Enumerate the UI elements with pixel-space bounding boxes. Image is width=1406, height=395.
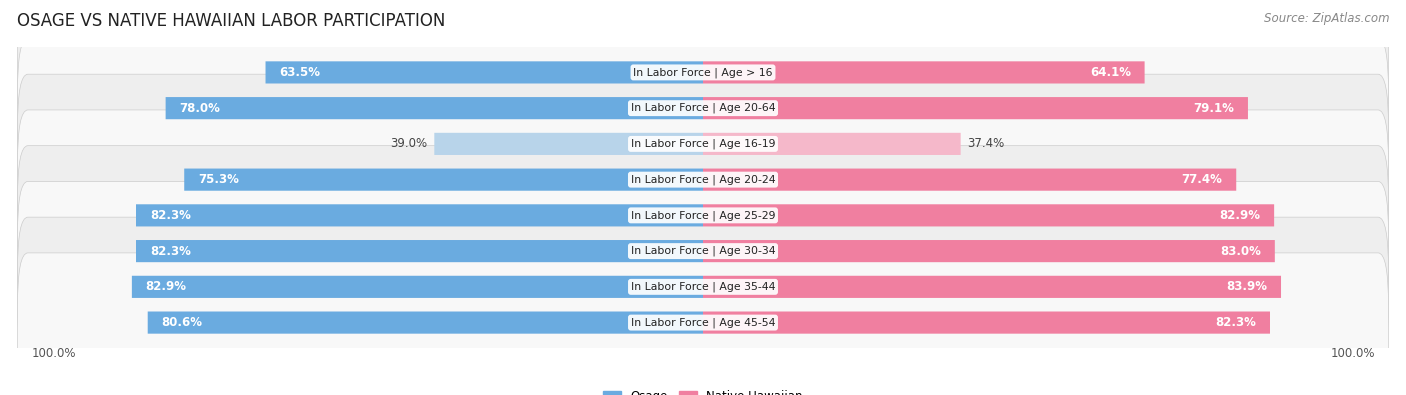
Text: 100.0%: 100.0% — [1330, 347, 1375, 360]
Text: In Labor Force | Age 16-19: In Labor Force | Age 16-19 — [631, 139, 775, 149]
FancyBboxPatch shape — [703, 169, 1236, 191]
FancyBboxPatch shape — [703, 204, 1274, 226]
Text: 64.1%: 64.1% — [1090, 66, 1130, 79]
Text: 83.0%: 83.0% — [1220, 245, 1261, 258]
FancyBboxPatch shape — [703, 276, 1281, 298]
Text: 82.3%: 82.3% — [150, 245, 191, 258]
Text: In Labor Force | Age 35-44: In Labor Force | Age 35-44 — [631, 282, 775, 292]
Text: In Labor Force | Age > 16: In Labor Force | Age > 16 — [633, 67, 773, 78]
Text: 100.0%: 100.0% — [31, 347, 76, 360]
FancyBboxPatch shape — [17, 38, 1389, 180]
FancyBboxPatch shape — [703, 133, 960, 155]
FancyBboxPatch shape — [703, 97, 1249, 119]
Text: In Labor Force | Age 20-64: In Labor Force | Age 20-64 — [631, 103, 775, 113]
FancyBboxPatch shape — [166, 97, 703, 119]
Text: 82.3%: 82.3% — [1215, 316, 1256, 329]
FancyBboxPatch shape — [17, 253, 1389, 394]
Legend: Osage, Native Hawaiian: Osage, Native Hawaiian — [599, 385, 807, 395]
Text: 63.5%: 63.5% — [280, 66, 321, 79]
Text: 78.0%: 78.0% — [180, 102, 221, 115]
Text: 75.3%: 75.3% — [198, 173, 239, 186]
Text: 82.9%: 82.9% — [146, 280, 187, 293]
FancyBboxPatch shape — [17, 74, 1389, 215]
Text: In Labor Force | Age 25-29: In Labor Force | Age 25-29 — [631, 210, 775, 221]
Text: 37.4%: 37.4% — [967, 137, 1005, 150]
FancyBboxPatch shape — [132, 276, 703, 298]
Text: 79.1%: 79.1% — [1194, 102, 1234, 115]
FancyBboxPatch shape — [148, 312, 703, 334]
Text: OSAGE VS NATIVE HAWAIIAN LABOR PARTICIPATION: OSAGE VS NATIVE HAWAIIAN LABOR PARTICIPA… — [17, 12, 446, 30]
Text: 39.0%: 39.0% — [391, 137, 427, 150]
FancyBboxPatch shape — [136, 204, 703, 226]
FancyBboxPatch shape — [17, 146, 1389, 287]
FancyBboxPatch shape — [703, 61, 1144, 83]
FancyBboxPatch shape — [703, 240, 1275, 262]
Text: Source: ZipAtlas.com: Source: ZipAtlas.com — [1264, 12, 1389, 25]
FancyBboxPatch shape — [703, 312, 1270, 334]
Text: 83.9%: 83.9% — [1226, 280, 1267, 293]
Text: 82.9%: 82.9% — [1219, 209, 1260, 222]
Text: 77.4%: 77.4% — [1181, 173, 1222, 186]
FancyBboxPatch shape — [266, 61, 703, 83]
FancyBboxPatch shape — [434, 133, 703, 155]
Text: In Labor Force | Age 30-34: In Labor Force | Age 30-34 — [631, 246, 775, 256]
Text: 82.3%: 82.3% — [150, 209, 191, 222]
FancyBboxPatch shape — [17, 181, 1389, 323]
Text: 80.6%: 80.6% — [162, 316, 202, 329]
FancyBboxPatch shape — [17, 217, 1389, 358]
Text: In Labor Force | Age 20-24: In Labor Force | Age 20-24 — [631, 174, 775, 185]
FancyBboxPatch shape — [136, 240, 703, 262]
Text: In Labor Force | Age 45-54: In Labor Force | Age 45-54 — [631, 317, 775, 328]
FancyBboxPatch shape — [17, 110, 1389, 251]
FancyBboxPatch shape — [17, 3, 1389, 144]
FancyBboxPatch shape — [184, 169, 703, 191]
